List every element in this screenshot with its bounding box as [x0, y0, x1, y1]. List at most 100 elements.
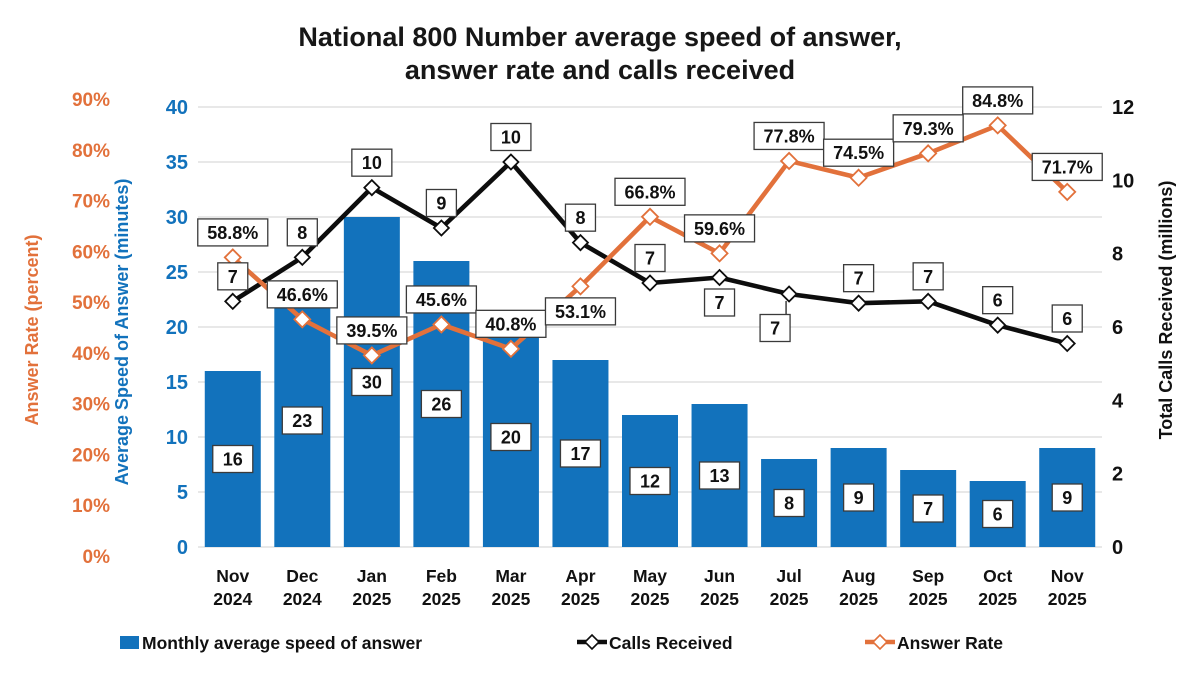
legend-calls-label: Calls Received	[609, 633, 733, 653]
series-marker-diamond-icon	[641, 274, 659, 292]
rate-value-label-box	[336, 316, 408, 345]
answer-rate-tick: 60%	[72, 242, 110, 263]
legend-bar-label: Monthly average speed of answer	[142, 633, 422, 653]
series-marker-diamond-icon	[849, 168, 868, 187]
chart-title-line1: National 800 Number average speed of ans…	[298, 22, 901, 52]
answer-rate-tick: 70%	[72, 192, 110, 213]
legend-rate-diamond-icon	[871, 633, 889, 651]
x-label-year: 2025	[352, 589, 391, 609]
calls-value-label-box	[842, 264, 875, 293]
legend-calls-diamond-icon	[583, 633, 601, 651]
x-label-year: 2025	[422, 589, 461, 609]
calls-value-label: 7	[923, 267, 933, 287]
speed-tick: 35	[166, 152, 188, 174]
bar-value-label-box	[559, 439, 602, 468]
bar-value-label: 23	[292, 411, 312, 431]
bar-value-label: 30	[362, 373, 382, 393]
speed-tick: 0	[177, 537, 188, 559]
series-marker-diamond-icon	[919, 292, 937, 311]
calls-value-label-box	[759, 313, 791, 343]
bar-value-label-box	[773, 488, 805, 518]
x-label-year: 2025	[1048, 589, 1087, 609]
rate-value-label-box	[1031, 152, 1103, 182]
x-label-year: 2025	[839, 589, 878, 609]
series-marker-diamond-icon	[780, 285, 798, 303]
calls-value-label-box	[425, 188, 458, 218]
series-marker-diamond-icon	[571, 233, 590, 252]
bar-value-label-box	[842, 483, 875, 512]
rate-value-label: 66.8%	[624, 182, 675, 202]
line-series-layer	[223, 116, 1077, 365]
answer-rate-tick: 40%	[72, 344, 110, 365]
answer-rate-tick: 0%	[83, 547, 111, 568]
answer-rate-tick: 80%	[72, 141, 110, 162]
calls-tick: 2	[1112, 464, 1123, 486]
x-label-month: Dec	[286, 566, 318, 586]
rate-value-label: 77.8%	[764, 126, 815, 146]
bar-value-label-box	[629, 466, 671, 496]
bar-value-label: 8	[784, 494, 794, 514]
calls-value-label-box	[490, 122, 532, 152]
calls-value-label-box	[564, 203, 597, 232]
series-marker-diamond-icon	[988, 316, 1007, 334]
calls-value-label: 7	[770, 319, 780, 339]
series-marker-diamond-icon	[502, 153, 520, 171]
answer-rate-tick: 20%	[72, 445, 110, 466]
x-label-year: 2024	[213, 589, 252, 609]
series-marker-diamond-icon	[988, 116, 1007, 135]
series-marker-diamond-icon	[293, 248, 312, 267]
rate-value-label: 84.8%	[972, 91, 1023, 111]
bar-value-label: 12	[640, 472, 660, 492]
calls-value-label-box	[286, 218, 318, 247]
rate-value-label-box	[405, 285, 478, 314]
x-label-month: Mar	[495, 566, 526, 586]
bar-value-label-box	[1051, 483, 1083, 512]
speed-tick: 5	[177, 482, 188, 504]
bar-value-label: 9	[1062, 488, 1072, 508]
calls-value-label: 6	[993, 291, 1003, 311]
calls-value-label-box	[634, 243, 666, 273]
bar-value-label-box	[698, 461, 741, 490]
answer-rate-tick: 90%	[72, 90, 110, 111]
rate-value-label: 39.5%	[346, 321, 397, 341]
x-label-month: Aug	[842, 566, 876, 586]
answer-rate-tick: 10%	[72, 496, 110, 517]
x-label-month: Apr	[565, 566, 595, 586]
x-label-month: Jun	[704, 566, 735, 586]
rate-value-label-box	[683, 214, 756, 243]
calls-tick: 6	[1112, 317, 1123, 339]
rate-value-label: 53.1%	[555, 302, 606, 322]
rate-value-label: 45.6%	[416, 290, 467, 310]
rate-value-label: 79.3%	[903, 119, 954, 139]
calls-value-label: 10	[501, 128, 521, 148]
bar-value-label-box	[281, 406, 323, 435]
legend-rate-label: Answer Rate	[897, 633, 1003, 653]
x-label-month: Jul	[776, 566, 801, 586]
calls-value-label: 9	[436, 194, 446, 214]
series-marker-diamond-icon	[571, 277, 590, 296]
rate-value-label: 59.6%	[694, 219, 745, 239]
rate-value-label: 40.8%	[485, 314, 536, 334]
series-marker-diamond-icon	[432, 315, 451, 334]
x-label-year: 2025	[978, 589, 1017, 609]
calls-value-label-box	[217, 262, 249, 291]
series-marker-diamond-icon	[1057, 182, 1077, 202]
bar-value-label: 16	[223, 450, 243, 470]
speed-tick: 20	[166, 317, 188, 339]
calls-tick: 0	[1112, 537, 1123, 559]
speed-tick: 40	[166, 97, 188, 119]
calls-value-label: 8	[575, 208, 585, 228]
rate-value-label-box	[614, 177, 686, 206]
x-label-year: 2025	[909, 589, 948, 609]
bar-value-label: 13	[710, 466, 730, 486]
x-label-month: Jan	[357, 566, 387, 586]
rate-value-label: 46.6%	[277, 285, 328, 305]
x-label-year: 2025	[770, 589, 809, 609]
series-marker-diamond-icon	[501, 339, 521, 359]
series-marker-diamond-icon	[640, 207, 660, 227]
bar-value-label: 9	[854, 488, 864, 508]
speed-tick: 10	[166, 427, 188, 449]
calls-value-label-box	[703, 288, 736, 317]
